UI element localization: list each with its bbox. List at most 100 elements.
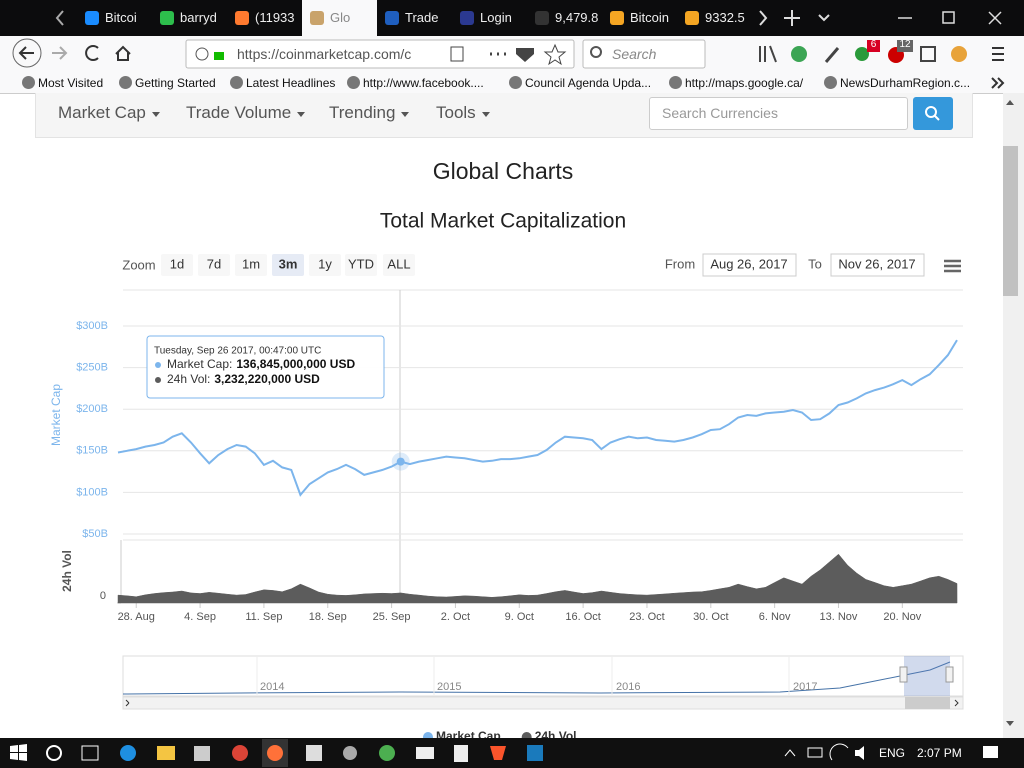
pocket-icon[interactable] — [516, 48, 534, 62]
app-calc-grid[interactable] — [306, 745, 322, 761]
app-store[interactable] — [194, 746, 210, 761]
app-other[interactable] — [527, 745, 543, 761]
tab[interactable]: barryd — [152, 0, 227, 36]
page-scrollbar[interactable] — [1003, 93, 1024, 738]
app-calculator[interactable] — [454, 745, 468, 762]
extension-grammarly[interactable] — [791, 46, 807, 62]
bookmark-star[interactable] — [543, 43, 567, 66]
tab-scroll-right[interactable] — [759, 10, 768, 26]
zoom-button[interactable] — [235, 254, 267, 276]
tab[interactable]: (11933 — [227, 0, 302, 36]
sidebar-icon[interactable] — [920, 46, 936, 62]
currency-search[interactable]: Search Currencies — [649, 97, 908, 130]
navigator-scrollbar[interactable] — [122, 696, 964, 710]
app-globe[interactable] — [379, 745, 395, 761]
tab-icon — [310, 11, 324, 25]
app-mail[interactable] — [416, 747, 434, 759]
start-button[interactable] — [10, 744, 27, 761]
extension-green[interactable] — [855, 47, 869, 61]
search-box[interactable] — [582, 39, 706, 69]
app-chrome[interactable] — [232, 745, 248, 761]
bookmark[interactable]: Latest Headlines — [228, 72, 335, 94]
x-tick-label: 13. Nov — [820, 611, 858, 623]
site-nav-item[interactable]: Tools — [436, 93, 490, 133]
back-button[interactable] — [12, 38, 42, 68]
legend-label[interactable]: Market Cap — [436, 729, 501, 738]
scroll-arrow[interactable] — [954, 699, 959, 707]
app-edge[interactable] — [120, 745, 136, 761]
tab-scroll-left[interactable] — [55, 10, 64, 26]
bookmarks-overflow[interactable] — [984, 72, 1024, 94]
tray-battery[interactable] — [807, 747, 823, 758]
new-tab[interactable] — [784, 10, 800, 26]
tab[interactable]: 9332.5 — [677, 0, 752, 36]
zoom-button[interactable] — [309, 254, 341, 276]
close-window[interactable] — [988, 11, 1002, 25]
tray-expand[interactable] — [784, 749, 796, 757]
bookmark[interactable]: http://www.facebook.... — [345, 72, 484, 94]
scrollbar-thumb[interactable] — [905, 697, 950, 709]
x-tick-label: 20. Nov — [883, 611, 921, 623]
site-nav-item[interactable]: Market Cap — [58, 93, 160, 133]
scroll-up[interactable] — [1006, 100, 1014, 105]
url-box[interactable] — [185, 39, 575, 69]
task-view[interactable] — [81, 745, 99, 761]
maximize[interactable] — [942, 11, 955, 24]
tooltip-swatch — [155, 377, 161, 383]
tray-wifi[interactable] — [829, 743, 849, 761]
search-placeholder: Search — [612, 46, 657, 62]
notifications[interactable] — [983, 746, 998, 758]
extension-monkey[interactable] — [951, 46, 967, 62]
app-firefox[interactable] — [267, 745, 283, 761]
scroll-down[interactable] — [1006, 721, 1014, 726]
menu-button[interactable] — [992, 47, 1004, 61]
y-tick-label: $300B — [76, 320, 108, 332]
tab[interactable]: Glo — [302, 0, 377, 36]
tab[interactable]: 9,479.8 (BT — [527, 0, 602, 36]
tab[interactable]: Trade — [377, 0, 452, 36]
zoom-button[interactable] — [198, 254, 230, 276]
scroll-arrow[interactable] — [125, 699, 130, 707]
chart-title: Total Market Capitalization — [380, 210, 626, 233]
export-menu[interactable] — [944, 259, 961, 273]
app-explorer[interactable] — [157, 746, 175, 760]
tab-list[interactable] — [818, 14, 830, 22]
tab[interactable]: Bitcoi — [77, 0, 152, 36]
site-nav-item[interactable]: Trending — [329, 93, 410, 133]
cortana[interactable] — [46, 745, 62, 761]
extension-eyedropper[interactable] — [824, 47, 840, 63]
range-input[interactable] — [702, 253, 797, 277]
navigator-line — [122, 661, 951, 695]
zoom-button[interactable] — [161, 254, 193, 276]
legend-label[interactable]: 24h Vol — [535, 729, 577, 738]
zoom-button[interactable] — [345, 254, 377, 276]
navigator-window[interactable] — [904, 656, 950, 696]
tab-icon — [610, 11, 624, 25]
navigator-handle[interactable] — [899, 666, 908, 683]
tray-volume[interactable] — [855, 746, 864, 760]
zoom-button[interactable] — [383, 254, 415, 276]
range-input[interactable] — [830, 253, 925, 277]
search-button[interactable] — [913, 97, 953, 130]
bookmark[interactable]: Council Agenda Upda... — [507, 72, 651, 94]
reload-button[interactable] — [85, 45, 99, 61]
zoom-button[interactable] — [272, 254, 304, 276]
forward-button[interactable] — [52, 46, 68, 60]
tab[interactable]: Bitcoin — [602, 0, 677, 36]
bookmark[interactable]: NewsDurhamRegion.c... — [822, 72, 970, 94]
app-brave[interactable] — [490, 746, 506, 760]
info-icon[interactable] — [195, 47, 209, 61]
library-icon[interactable] — [759, 45, 777, 63]
x-tick-label: 11. Sep — [245, 611, 282, 623]
scroll-thumb[interactable] — [1003, 146, 1018, 296]
bookmark[interactable]: Most Visited — [20, 72, 103, 94]
home-button[interactable] — [115, 45, 131, 61]
site-nav-item[interactable]: Trade Volume — [186, 93, 306, 133]
tab[interactable]: Login — [452, 0, 527, 36]
navigator-handle[interactable] — [945, 666, 954, 683]
bookmark[interactable]: Getting Started — [117, 72, 216, 94]
bookmark[interactable]: http://maps.google.ca/ — [667, 72, 803, 94]
reader-icon[interactable] — [450, 46, 464, 62]
app-paint[interactable] — [343, 746, 357, 760]
